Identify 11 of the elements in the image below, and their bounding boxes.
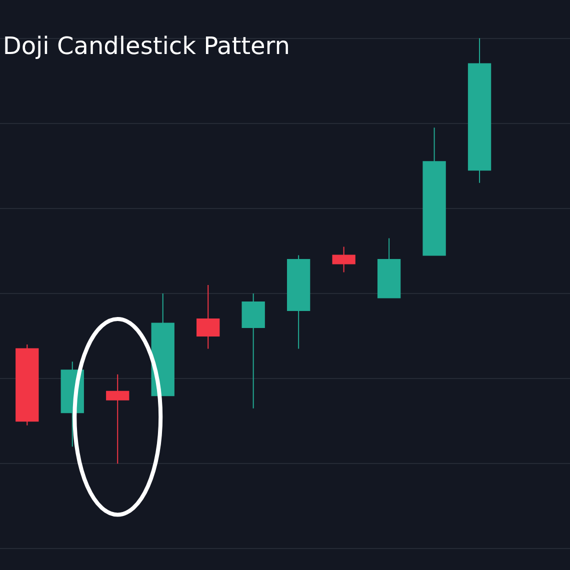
chart-title: Doji Candlestick Pattern	[2, 32, 290, 60]
candlestick	[468, 38, 492, 184]
candlestick	[286, 254, 310, 350]
candlestick	[151, 293, 174, 396]
candlestick	[106, 374, 130, 464]
candlestick	[377, 238, 401, 298]
candlestick	[332, 246, 356, 273]
candlestick	[422, 127, 446, 256]
candlestick	[196, 284, 220, 350]
candlestick	[242, 293, 265, 409]
candlestick	[16, 344, 39, 426]
